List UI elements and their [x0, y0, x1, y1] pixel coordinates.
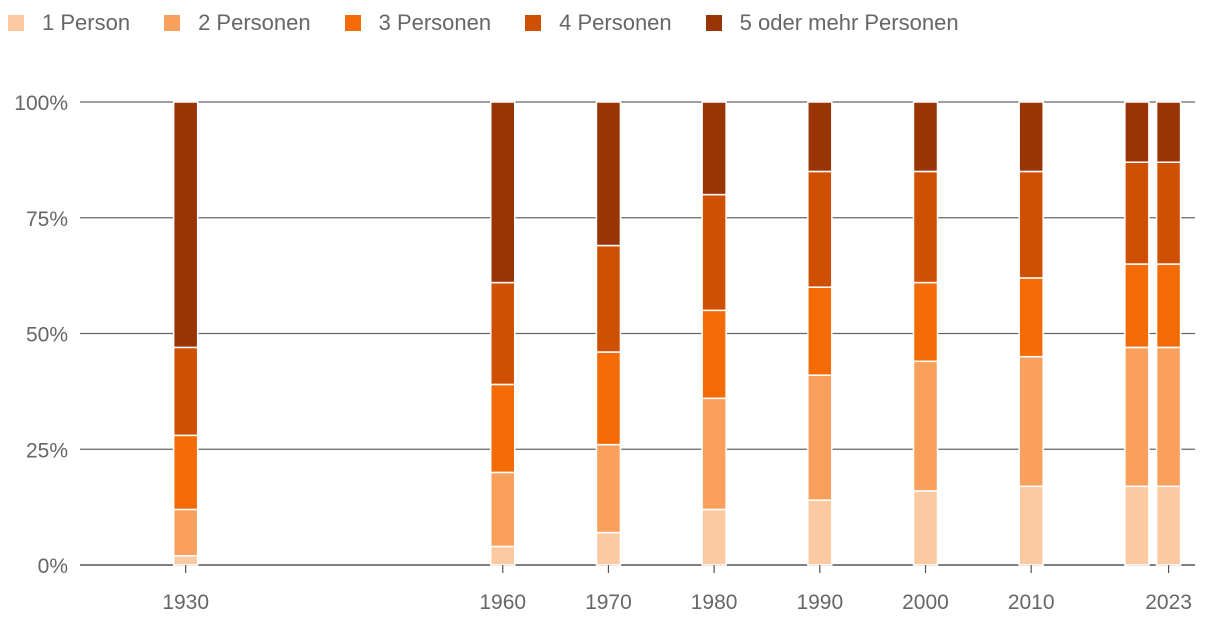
bar-segment-1960-1-s5	[489, 101, 516, 284]
bar-segment-1980-3-s2	[701, 397, 727, 511]
bar-segment-2000-5-s2	[912, 360, 939, 492]
bar-segment-2023-8-s5	[1155, 101, 1182, 163]
bar-segment-1930-0-s1	[172, 554, 199, 566]
legend: 1 Person 2 Personen 3 Personen 4 Persone…	[8, 10, 993, 36]
x-tick-label-1980: 1980	[691, 591, 738, 614]
bar-segment-2000-5-s4	[912, 170, 939, 284]
bar-segment-2000-5-s1	[912, 490, 939, 566]
bar-segment-1990-4-s5	[807, 101, 833, 173]
legend-item-2-personen: 2 Personen	[164, 10, 311, 36]
legend-label-4-personen: 4 Personen	[559, 10, 672, 35]
bar-segment-1970-2-s1	[595, 531, 622, 566]
bar-segment-1990-4-s2	[807, 374, 833, 501]
legend-swatch-2-personen	[164, 15, 181, 31]
bar-segment-1930-0-s3	[172, 434, 199, 511]
bar-segment-1980-3-s3	[701, 309, 727, 400]
bar-segment-1930-0-s2	[172, 508, 199, 557]
bar-segment-1960-1-s3	[489, 383, 516, 474]
bar-segment-2010-6-s5	[1018, 101, 1044, 173]
bar-segment-1970-2-s5	[595, 101, 622, 247]
legend-label-5-oder-mehr-personen: 5 oder mehr Personen	[739, 10, 959, 35]
bar-segment-2010-6-s4	[1018, 170, 1044, 279]
x-tick-label-1930: 1930	[162, 591, 209, 614]
bar-segment-1970-2-s3	[595, 351, 622, 446]
bar-segment-1980-3-s5	[701, 101, 727, 196]
legend-swatch-1-person	[8, 15, 24, 31]
legend-label-2-personen: 2 Personen	[198, 10, 311, 35]
bar-segment-1990-4-s4	[807, 170, 833, 288]
bar-segment-1960-1-s4	[489, 281, 516, 386]
x-tick-label-1970: 1970	[585, 591, 632, 614]
legend-swatch-4-personen	[525, 15, 542, 31]
bar-segment-1930-0-s4	[172, 346, 199, 437]
x-tick-label-1990: 1990	[796, 591, 843, 614]
y-tick-label-100: 100%	[14, 92, 68, 115]
bar-segment-2010-6-s3	[1018, 277, 1044, 358]
bar-segment-1970-2-s4	[595, 244, 622, 353]
legend-label-1-person: 1 Person	[42, 10, 131, 35]
bar-segment-1970-2-s2	[595, 443, 622, 534]
bar-segment-2020-7-s2	[1124, 346, 1150, 488]
bar-segment-2000-5-s3	[912, 281, 939, 363]
bar-segment-1960-1-s2	[489, 471, 516, 548]
x-tick-label-1960: 1960	[479, 591, 526, 614]
bar-segment-1960-1-s1	[489, 545, 516, 566]
legend-item-3-personen: 3 Personen	[344, 10, 492, 36]
x-tick-label-2010: 2010	[1008, 591, 1055, 614]
y-tick-label-25: 25%	[26, 439, 68, 462]
bar-segment-2023-8-s2	[1155, 346, 1182, 488]
x-tick-label-2023: 2023	[1145, 591, 1192, 614]
bar-segment-2023-8-s4	[1155, 161, 1182, 265]
y-tick-label-0: 0%	[38, 555, 68, 578]
y-tick-label-75: 75%	[26, 208, 68, 231]
bar-segment-2020-7-s5	[1124, 101, 1150, 163]
bar-segment-1980-3-s4	[701, 193, 727, 312]
bar-segment-2020-7-s1	[1124, 485, 1150, 566]
bar-segment-2023-8-s1	[1155, 485, 1182, 566]
bar-segment-2000-5-s5	[912, 101, 939, 173]
bar-segment-1930-0-s5	[172, 101, 199, 349]
bar-segment-1990-4-s3	[807, 286, 833, 376]
y-tick-label-50: 50%	[26, 324, 68, 347]
legend-swatch-5-oder-mehr-personen	[705, 15, 722, 31]
legend-item-4-personen: 4 Personen	[525, 10, 672, 36]
bar-segment-1980-3-s1	[701, 508, 727, 566]
legend-item-5-oder-mehr-personen: 5 oder mehr Personen	[705, 10, 959, 36]
bar-segment-2010-6-s2	[1018, 355, 1044, 488]
bar-segment-2020-7-s3	[1124, 263, 1150, 349]
bar-segment-2023-8-s3	[1155, 263, 1182, 349]
bar-segment-1990-4-s1	[807, 499, 833, 566]
bar-segment-2010-6-s1	[1018, 485, 1044, 566]
bar-segment-2020-7-s4	[1124, 161, 1150, 265]
legend-item-1-person: 1 Person	[8, 10, 130, 36]
x-tick-label-2000: 2000	[902, 591, 949, 614]
legend-label-3-personen: 3 Personen	[378, 10, 492, 35]
legend-swatch-3-personen	[344, 15, 361, 31]
